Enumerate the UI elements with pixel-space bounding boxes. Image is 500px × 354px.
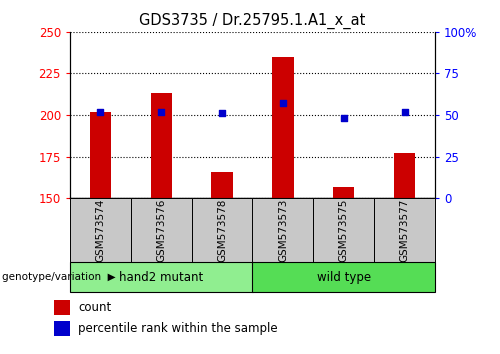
Text: GSM573574: GSM573574 (96, 198, 106, 262)
Point (96, 109, 104, 115)
Bar (70, 198, 131, 262)
Text: hand2 mutant: hand2 mutant (119, 270, 204, 284)
Text: count: count (78, 301, 111, 314)
Point (218, 110, 226, 116)
Bar (314, 198, 374, 262)
Text: GSM573573: GSM573573 (278, 198, 288, 262)
Bar (252, 198, 314, 262)
Bar (272, 57, 293, 198)
Bar (374, 198, 435, 262)
Text: genotype/variation  ▶: genotype/variation ▶ (2, 272, 116, 282)
Bar (192, 198, 252, 262)
Bar (333, 187, 354, 198)
Bar (90, 112, 111, 198)
Bar (54, 321, 70, 336)
Bar (394, 153, 415, 198)
Bar (252, 262, 435, 292)
Bar (131, 198, 192, 262)
Bar (70, 262, 252, 292)
Point (340, 115, 348, 121)
Text: GSM573577: GSM573577 (400, 198, 409, 262)
Point (400, 109, 408, 115)
Title: GDS3735 / Dr.25795.1.A1_x_at: GDS3735 / Dr.25795.1.A1_x_at (140, 13, 366, 29)
Text: GSM573578: GSM573578 (217, 198, 227, 262)
Text: percentile rank within the sample: percentile rank within the sample (78, 322, 278, 335)
Point (157, 109, 165, 115)
Text: wild type: wild type (316, 270, 371, 284)
Point (279, 101, 287, 106)
Text: GSM573575: GSM573575 (339, 198, 349, 262)
Bar (212, 172, 233, 198)
Text: GSM573576: GSM573576 (156, 198, 166, 262)
Bar (54, 300, 70, 315)
Bar (150, 93, 172, 198)
